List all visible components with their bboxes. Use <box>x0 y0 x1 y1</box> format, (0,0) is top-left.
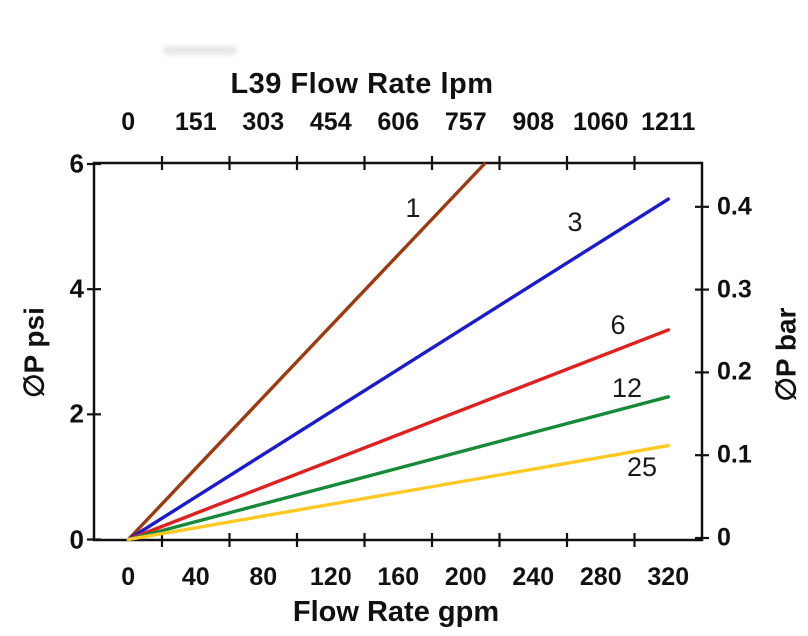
x-tick-label-0: 0 <box>121 563 136 591</box>
curve-label-25: 25 <box>627 452 657 482</box>
x-top-tick-label-303: 303 <box>242 108 285 136</box>
x-top-tick-label-1211: 1211 <box>641 108 696 136</box>
y-left-axis-title: ∅P psi <box>18 307 50 398</box>
y-right-tick-label-0.3: 0.3 <box>717 275 752 304</box>
x-top-tick-label-151: 151 <box>174 108 217 136</box>
y-left-tick-label-6: 6 <box>69 148 84 179</box>
curve-element-3 <box>126 197 670 542</box>
x-top-tick-label-757: 757 <box>444 108 487 136</box>
x-tick-label-80: 80 <box>249 563 278 591</box>
x-tick-label-320: 320 <box>647 563 690 591</box>
x-tick-label-120: 120 <box>309 563 352 591</box>
x-tick-label-160: 160 <box>377 563 420 591</box>
curve-label-6: 6 <box>610 310 625 340</box>
curve-element-25 <box>126 443 670 542</box>
x-axis-title: Flow Rate gpm <box>292 596 500 628</box>
x-top-tick-label-1060: 1060 <box>572 108 629 136</box>
curve-label-3: 3 <box>567 207 582 237</box>
y-right-tick-label-0.2: 0.2 <box>717 357 752 386</box>
y-right-tick-label-0: 0 <box>717 523 731 552</box>
y-right-tick-label-0.4: 0.4 <box>717 192 752 221</box>
x-top-tick-label-454: 454 <box>309 108 352 136</box>
y-right-tick-label-0.1: 0.1 <box>717 440 752 469</box>
curve-element-1 <box>126 162 486 542</box>
x-tick-label-200: 200 <box>444 563 487 591</box>
x-top-tick-label-908: 908 <box>512 108 555 136</box>
plot-frame <box>92 161 704 542</box>
curve-element-12 <box>126 395 670 542</box>
y-right-axis-title: ∅P bar <box>770 307 802 402</box>
x-tick-label-280: 280 <box>579 563 622 591</box>
x-top-tick-label-606: 606 <box>377 108 420 136</box>
chart-title: L39 Flow Rate lpm <box>230 68 494 100</box>
curve-label-1: 1 <box>405 193 420 223</box>
x-tick-label-40: 40 <box>181 563 210 591</box>
x-top-tick-label-0: 0 <box>121 108 136 136</box>
y-left-tick-label-2: 2 <box>69 398 84 429</box>
x-tick-label-240: 240 <box>512 563 555 591</box>
y-left-tick-label-4: 4 <box>69 273 84 304</box>
curve-label-12: 12 <box>612 373 642 403</box>
faint-smudge <box>163 46 237 55</box>
y-left-tick-label-0: 0 <box>69 524 84 554</box>
curve-element-6 <box>126 328 670 542</box>
